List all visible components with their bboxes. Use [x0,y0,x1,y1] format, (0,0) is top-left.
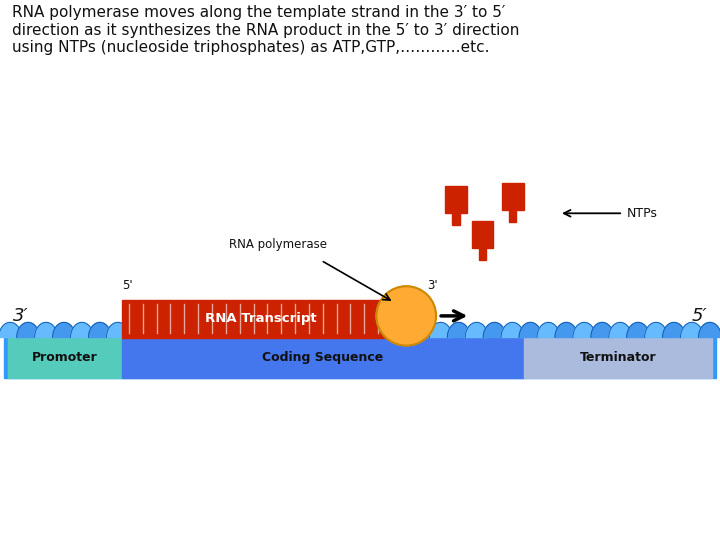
Bar [523,338,712,378]
Polygon shape [196,322,219,338]
Polygon shape [17,322,40,338]
Text: 5′: 5′ [691,307,707,325]
Bar [503,183,523,210]
Bar [472,221,493,248]
Text: 3′: 3′ [13,307,29,325]
Polygon shape [698,322,720,338]
Polygon shape [178,322,201,338]
Polygon shape [304,322,327,338]
Polygon shape [322,322,344,338]
Polygon shape [609,322,631,338]
Polygon shape [35,322,58,338]
Polygon shape [143,322,165,338]
Bar [122,338,523,378]
Polygon shape [555,322,577,338]
Polygon shape [268,322,291,338]
Bar [452,213,459,225]
Polygon shape [161,322,183,338]
Polygon shape [250,322,273,338]
Text: 5': 5' [122,279,132,292]
Polygon shape [519,322,542,338]
Text: RNA polymerase: RNA polymerase [229,238,327,251]
Bar [479,248,486,260]
Text: Promoter: Promoter [32,351,98,364]
Polygon shape [125,322,147,338]
Ellipse shape [377,286,436,346]
Text: Terminator: Terminator [580,351,656,364]
Bar [509,210,516,222]
Polygon shape [376,322,398,338]
Polygon shape [591,322,613,338]
Polygon shape [393,322,416,338]
Polygon shape [340,322,362,338]
Polygon shape [411,322,434,338]
Polygon shape [662,322,685,338]
Bar [122,300,399,338]
Bar [446,186,467,213]
Text: RNA polymerase moves along the template strand in the 3′ to 5′
direction as it s: RNA polymerase moves along the template … [12,5,519,55]
Polygon shape [232,322,255,338]
Text: NTPs: NTPs [626,207,657,220]
Bar [8,338,122,378]
Polygon shape [71,322,94,338]
Polygon shape [429,322,452,338]
Polygon shape [89,322,111,338]
Polygon shape [358,322,380,338]
Polygon shape [447,322,470,338]
Polygon shape [680,322,703,338]
Polygon shape [107,322,129,338]
Polygon shape [214,322,237,338]
Text: 3': 3' [428,279,438,292]
Text: Coding Sequence: Coding Sequence [262,351,383,364]
Text: RNA Transcript: RNA Transcript [204,312,316,325]
Polygon shape [573,322,595,338]
Polygon shape [501,322,524,338]
Polygon shape [626,322,649,338]
Polygon shape [483,322,506,338]
Polygon shape [537,322,559,338]
Polygon shape [465,322,488,338]
Bar [4,338,716,378]
Polygon shape [0,322,22,338]
Polygon shape [286,322,309,338]
Polygon shape [644,322,667,338]
Polygon shape [53,322,76,338]
